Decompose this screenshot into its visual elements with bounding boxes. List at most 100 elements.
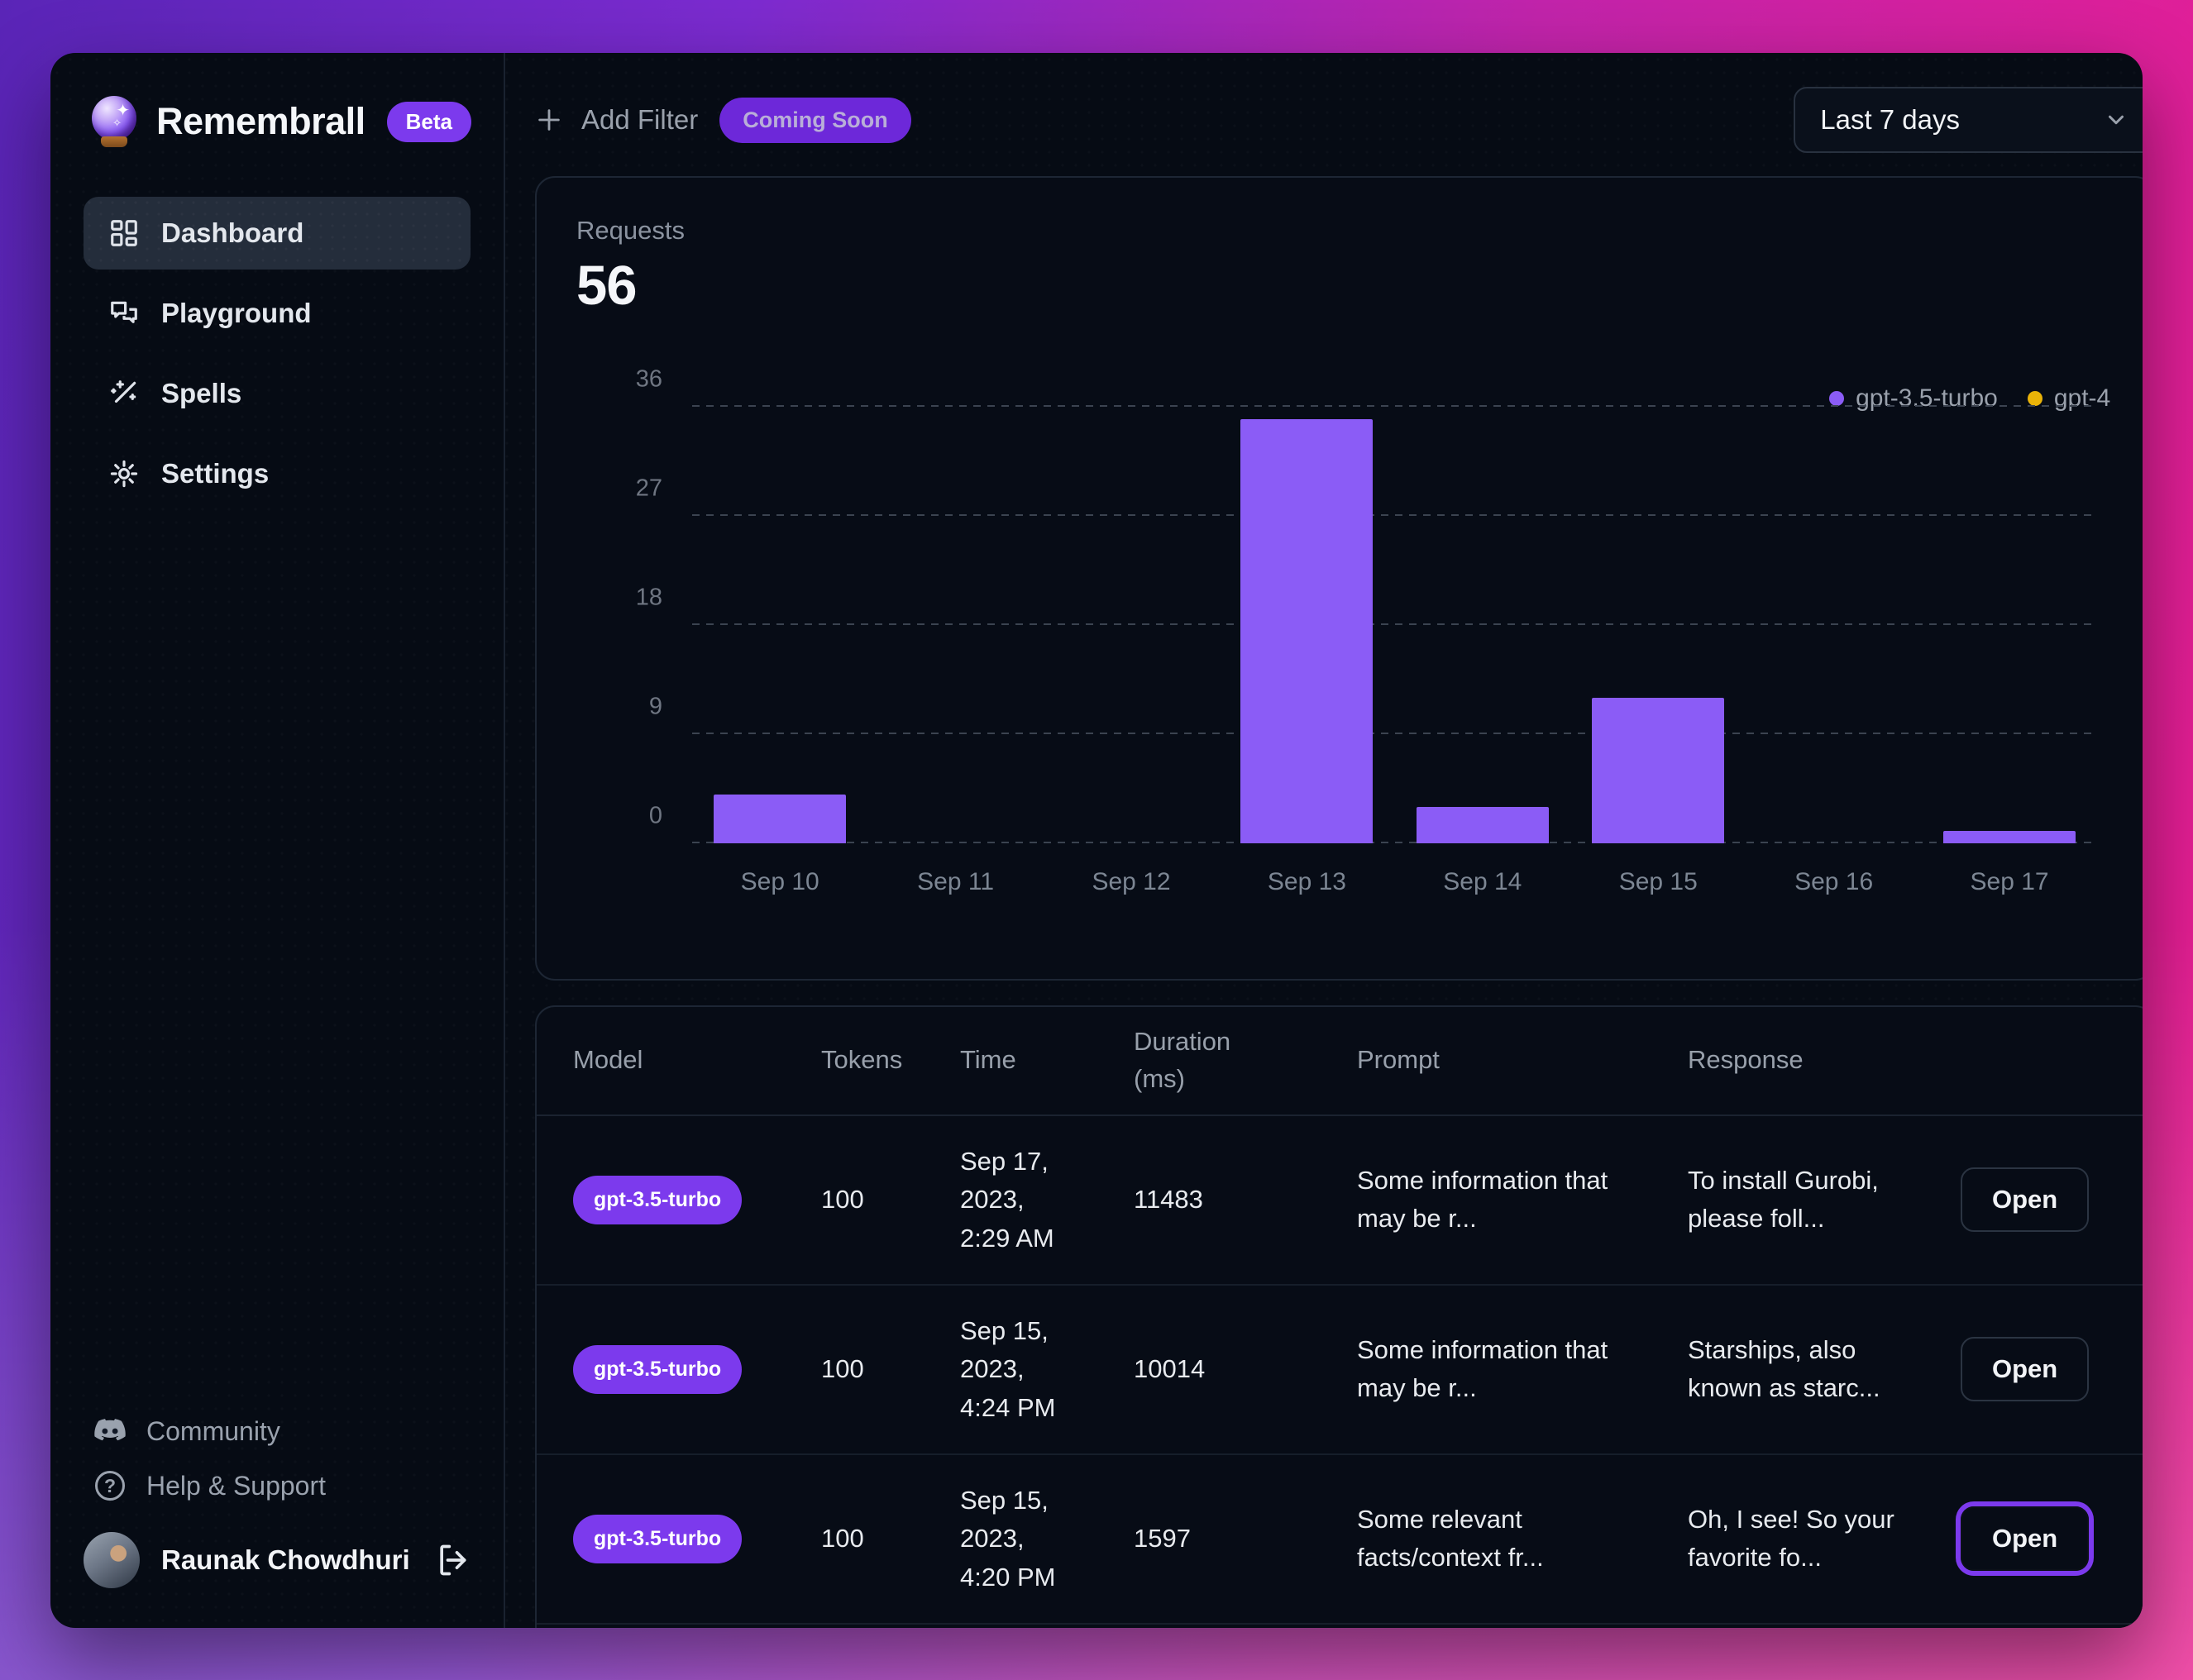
column-header-duration: Duration (ms) — [1134, 1027, 1231, 1093]
model-badge: gpt-3.5-turbo — [573, 1175, 743, 1225]
bar-gpt-3.5-turbo-sep-17[interactable] — [1943, 831, 2076, 843]
gridline-9 — [692, 733, 2098, 734]
open-button[interactable]: Open — [1961, 1506, 2090, 1572]
y-axis-tick-36: 36 — [635, 365, 662, 393]
sidebar-item-dashboard[interactable]: Dashboard — [84, 197, 471, 270]
magic-wand-icon — [108, 378, 140, 409]
sidebar-item-label: Settings — [161, 458, 270, 489]
y-axis-tick-9: 9 — [648, 693, 662, 720]
chat-bubbles-icon — [108, 298, 140, 329]
add-filter-button[interactable]: Add Filter — [535, 104, 698, 136]
bar-column-sep-16 — [1746, 407, 1921, 843]
plus-icon — [535, 106, 563, 134]
main-content: Add Filter Coming Soon Last 7 days Reque… — [505, 53, 2143, 1628]
duration-cell: 11483 — [1134, 1185, 1203, 1215]
bar-column-sep-17 — [1922, 407, 2097, 843]
sidebar-item-label: Playground — [161, 298, 312, 328]
y-axis-tick-18: 18 — [635, 584, 662, 611]
table-header-row: Model Tokens Time Duration (ms) Prompt R… — [537, 1007, 2143, 1116]
user-avatar[interactable] — [84, 1532, 140, 1588]
logout-icon[interactable] — [434, 1542, 471, 1578]
open-button[interactable]: Open — [1961, 1167, 2090, 1233]
tokens-cell: 100 — [821, 1185, 864, 1215]
sidebar-item-label: Spells — [161, 378, 242, 408]
app-window: ✦ ✧ Remembrall Beta Dashboard — [50, 53, 2143, 1628]
crystal-ball-icon: ✦ ✧ — [90, 96, 138, 147]
gridline-0 — [692, 842, 2098, 843]
bar-gpt-3.5-turbo-sep-10[interactable] — [714, 795, 847, 843]
discord-icon — [93, 1415, 127, 1448]
prompt-cell: Some relevant facts/context fr... — [1357, 1504, 1544, 1573]
x-axis-label: Sep 11 — [917, 868, 995, 895]
legend-label: gpt-4 — [2053, 384, 2111, 412]
prompt-cell: Some information that may be r... — [1357, 1165, 1608, 1234]
requests-label: Requests — [576, 216, 685, 245]
legend-dot — [2027, 391, 2042, 406]
sidebar-item-help-support[interactable]: ? Help & Support — [93, 1469, 471, 1502]
bar-column-sep-10 — [692, 407, 867, 843]
bar-gpt-3.5-turbo-sep-13[interactable] — [1240, 418, 1374, 843]
chart-legend: gpt-3.5-turbo gpt-4 — [1829, 384, 2110, 413]
x-axis-label: Sep 17 — [1970, 868, 2049, 895]
bar-column-sep-11 — [867, 407, 1043, 843]
user-name: Raunak Chowdhuri — [161, 1544, 410, 1575]
gear-icon — [108, 458, 140, 489]
tokens-cell: 100 — [821, 1524, 864, 1554]
bar-column-sep-14 — [1395, 407, 1570, 843]
legend-item-gpt-4: gpt-4 — [2027, 384, 2111, 413]
bar-gpt-3.5-turbo-sep-14[interactable] — [1416, 807, 1549, 843]
sidebar-footer: Community ? Help & Support — [84, 1415, 471, 1502]
response-cell: To install Gurobi, please foll... — [1688, 1165, 1879, 1234]
x-axis-label: Sep 12 — [1092, 868, 1171, 895]
bar-chart: 0 9 18 27 36 — [576, 366, 2114, 843]
app-title: Remembrall — [156, 100, 366, 142]
legend-label: gpt-3.5-turbo — [1856, 384, 1998, 412]
sidebar-item-settings[interactable]: Settings — [84, 437, 471, 510]
table-row-partial — [537, 1625, 2143, 1628]
time-cell: Sep 15, 2023, 4:20 PM — [960, 1485, 1056, 1592]
sidebar-item-label: Dashboard — [161, 217, 304, 248]
duration-cell: 10014 — [1134, 1354, 1206, 1384]
sidebar-item-community[interactable]: Community — [93, 1415, 471, 1448]
table-body: gpt-3.5-turbo 100 Sep 17, 2023, 2:29 AM 114… — [537, 1116, 2143, 1625]
question-circle-icon: ? — [93, 1469, 127, 1502]
y-axis-tick-27: 27 — [635, 475, 662, 502]
response-cell: Oh, I see! So your favorite fo... — [1688, 1504, 1894, 1573]
model-badge: gpt-3.5-turbo — [573, 1514, 743, 1564]
sidebar-item-spells[interactable]: Spells — [84, 357, 471, 430]
table-row: gpt-3.5-turbo 100 Sep 15, 2023, 4:20 PM 159… — [537, 1455, 2143, 1625]
requests-chart-card: Requests 56 gpt-3.5-turbo gpt-4 0 9 18 27 36 … — [535, 176, 2143, 981]
time-cell: Sep 15, 2023, 4:24 PM — [960, 1315, 1056, 1422]
sidebar-nav: Dashboard Playground Spells — [84, 197, 471, 510]
bars-container — [692, 407, 2097, 843]
footer-item-label: Help & Support — [146, 1470, 327, 1501]
sidebar-item-playground[interactable]: Playground — [84, 277, 471, 350]
duration-cell: 1597 — [1134, 1524, 1191, 1554]
user-row: Raunak Chowdhuri — [84, 1532, 471, 1588]
logo-row: ✦ ✧ Remembrall Beta — [84, 96, 471, 147]
x-axis-label: Sep 14 — [1443, 868, 1522, 895]
gridline-27 — [692, 514, 2098, 516]
column-header-tokens: Tokens — [821, 1045, 903, 1075]
open-button[interactable]: Open — [1961, 1337, 2090, 1402]
dashboard-grid-icon — [108, 217, 140, 249]
gridline-18 — [692, 623, 2098, 625]
date-range-select[interactable]: Last 7 days — [1794, 87, 2143, 153]
y-axis-tick-0: 0 — [648, 802, 662, 829]
requests-value: 56 — [576, 255, 638, 317]
sidebar: ✦ ✧ Remembrall Beta Dashboard — [50, 53, 505, 1628]
topbar: Add Filter Coming Soon Last 7 days — [535, 87, 2143, 153]
column-header-response: Response — [1688, 1045, 1804, 1075]
time-cell: Sep 17, 2023, 2:29 AM — [960, 1146, 1054, 1253]
legend-dot — [1829, 391, 1845, 406]
chevron-down-icon — [2104, 107, 2128, 132]
tokens-cell: 100 — [821, 1354, 864, 1384]
model-badge: gpt-3.5-turbo — [573, 1344, 743, 1395]
bar-column-sep-12 — [1044, 407, 1219, 843]
x-axis-label: Sep 10 — [740, 868, 819, 895]
table-row: gpt-3.5-turbo 100 Sep 17, 2023, 2:29 AM 114… — [537, 1116, 2143, 1286]
chart-x-axis-labels: Sep 10 Sep 11 Sep 12 Sep 13 Sep 14 Sep 15 Sep … — [692, 868, 2097, 896]
add-filter-label: Add Filter — [581, 104, 699, 135]
x-axis-label: Sep 16 — [1794, 868, 1874, 895]
bar-gpt-3.5-turbo-sep-15[interactable] — [1592, 698, 1725, 843]
